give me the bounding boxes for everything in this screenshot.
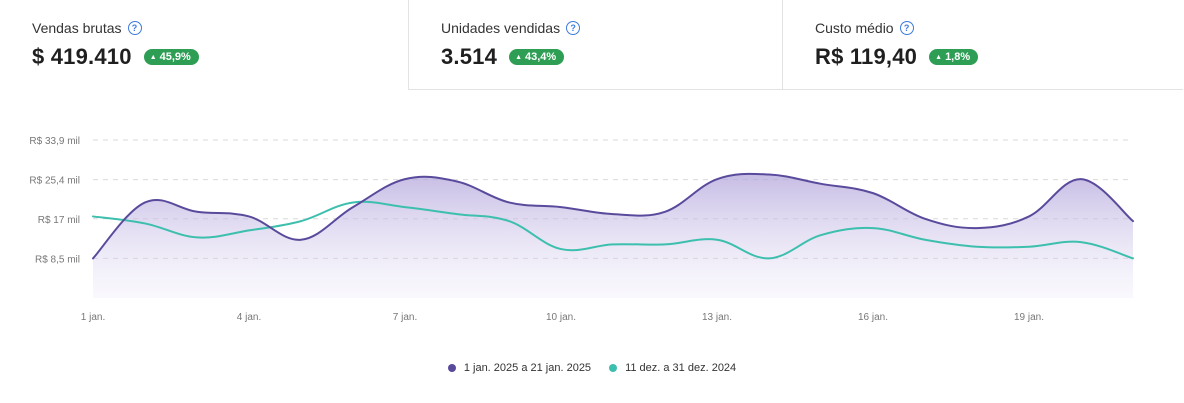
sales-chart: R$ 33,9 mil R$ 25,4 mil R$ 17 mil R$ 8,5 mi… bbox=[29, 136, 1134, 323]
legend-label-previous: 11 dez. a 31 dez. 2024 bbox=[625, 362, 737, 374]
y-tick-label: R$ 8,5 mil bbox=[35, 254, 80, 265]
chart-legend: 1 jan. 2025 a 21 jan. 2025 11 dez. a 31 … bbox=[0, 362, 1184, 374]
kpi-label-row: Custo médio ? bbox=[815, 20, 914, 36]
kpi-value: 3.514 bbox=[441, 44, 498, 69]
change-badge: ▲ 43,4% bbox=[509, 49, 565, 65]
legend-item-current[interactable]: 1 jan. 2025 a 21 jan. 2025 bbox=[447, 362, 592, 374]
x-tick-label: 19 jan. bbox=[1014, 312, 1044, 323]
change-value: 43,4% bbox=[525, 51, 557, 63]
kpi-value-row: $ 419.410 ▲ 45,9% bbox=[32, 44, 199, 70]
kpi-row: Vendas brutas ? $ 419.410 ▲ 45,9% Unidad… bbox=[0, 0, 1184, 92]
kpi-label: Unidades vendidas bbox=[441, 20, 561, 36]
kpi-value: R$ 119,40 bbox=[815, 44, 918, 69]
change-badge: ▲ 1,8% bbox=[929, 49, 979, 65]
legend-dot-previous bbox=[609, 364, 618, 372]
kpi-value-row: 3.514 ▲ 43,4% bbox=[441, 44, 565, 70]
change-value: 45,9% bbox=[159, 51, 191, 63]
x-tick-label: 16 jan. bbox=[858, 312, 888, 323]
y-tick-label: R$ 25,4 mil bbox=[29, 176, 80, 187]
x-tick-label: 13 jan. bbox=[702, 312, 732, 323]
x-tick-label: 4 jan. bbox=[237, 312, 261, 323]
change-value: 1,8% bbox=[945, 51, 971, 63]
help-icon[interactable]: ? bbox=[899, 21, 914, 35]
kpi-label: Vendas brutas bbox=[32, 20, 122, 36]
help-icon[interactable]: ? bbox=[127, 21, 142, 35]
legend-label-current: 1 jan. 2025 a 21 jan. 2025 bbox=[463, 362, 592, 374]
change-badge: ▲ 45,9% bbox=[143, 49, 199, 65]
legend-dot-current bbox=[447, 364, 456, 372]
series-line-previous bbox=[92, 200, 1134, 260]
help-icon[interactable]: ? bbox=[566, 21, 581, 35]
x-tick-label: 7 jan. bbox=[393, 312, 417, 323]
series-line-current bbox=[92, 172, 1134, 260]
y-tick-label: R$ 33,9 mil bbox=[29, 136, 80, 147]
kpi-card-gross-sales: Vendas brutas ? $ 419.410 ▲ 45,9% bbox=[0, 0, 408, 90]
kpi-card-units-sold: Unidades vendidas ? 3.514 ▲ 43,4% bbox=[408, 0, 783, 90]
arrow-up-icon: ▲ bbox=[935, 53, 943, 61]
y-tick-label: R$ 17 mil bbox=[38, 215, 80, 226]
x-tick-label: 10 jan. bbox=[546, 312, 576, 323]
kpi-label-row: Unidades vendidas ? bbox=[441, 20, 581, 36]
kpi-label: Custo médio bbox=[815, 20, 894, 36]
arrow-up-icon: ▲ bbox=[515, 53, 522, 61]
series-area-current bbox=[93, 173, 1133, 298]
kpi-label-row: Vendas brutas ? bbox=[32, 20, 142, 36]
arrow-up-icon: ▲ bbox=[149, 53, 157, 61]
kpi-value: $ 419.410 bbox=[32, 44, 132, 69]
kpi-value-row: R$ 119,40 ▲ 1,8% bbox=[815, 44, 979, 70]
x-tick-label: 1 jan. bbox=[81, 312, 105, 323]
kpi-card-average-cost: Custo médio ? R$ 119,40 ▲ 1,8% bbox=[783, 0, 1183, 90]
legend-item-previous[interactable]: 11 dez. a 31 dez. 2024 bbox=[609, 362, 736, 374]
